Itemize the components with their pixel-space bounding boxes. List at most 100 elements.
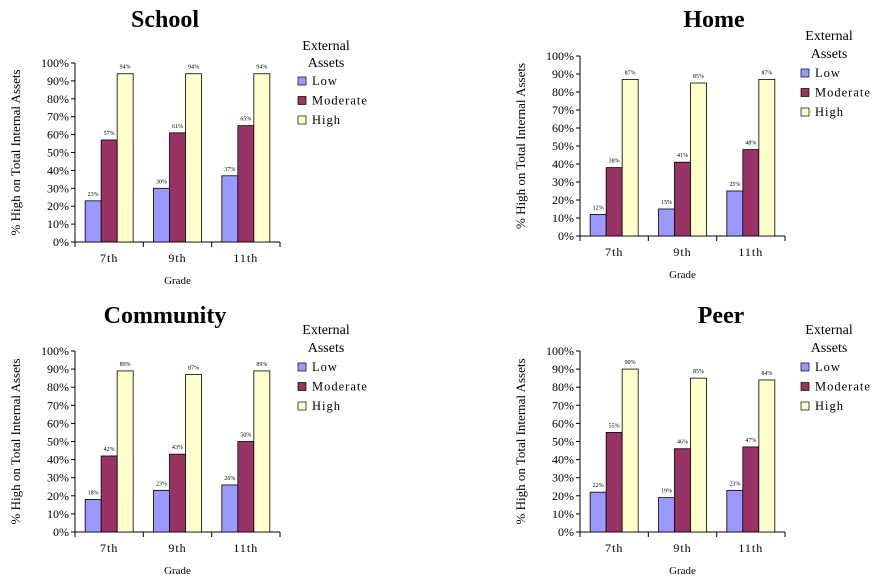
y-tick-label: 40%	[47, 453, 69, 467]
legend-item-moderate: Moderate	[815, 86, 871, 100]
y-tick-label: 40%	[47, 163, 69, 177]
bar-low	[84, 499, 102, 533]
chart-panel-home: Home 0% 10% 20% 30% 40% 50% 60% 70% 80% 90% 100% 7th…	[513, 7, 871, 281]
legend-swatch-low	[297, 76, 307, 86]
legend-item-moderate: Moderate	[312, 94, 368, 108]
bar-low	[726, 489, 744, 533]
legend-item-high: High	[312, 399, 341, 413]
legend-swatch-high	[800, 401, 810, 411]
legend-title: External	[302, 39, 350, 54]
x-axis-label: Grade	[669, 269, 696, 281]
bar-high	[185, 374, 202, 533]
legend-item-high: High	[312, 113, 341, 127]
bar-high	[116, 370, 134, 533]
legend-title: External	[805, 29, 853, 44]
y-tick-label: 100%	[546, 49, 574, 63]
y-tick-label: 40%	[552, 453, 574, 467]
x-tick-label: 9th	[168, 251, 186, 265]
y-tick-label: 30%	[552, 175, 574, 189]
y-tick-label: 10%	[47, 507, 69, 521]
x-tick-label: 7th	[100, 541, 118, 555]
y-tick-label: 60%	[47, 416, 69, 430]
bar-high	[253, 370, 271, 533]
y-tick-label: 100%	[41, 344, 69, 358]
data-label: 43%	[172, 445, 183, 451]
legend-item-high: High	[815, 399, 844, 413]
legend-item-low: Low	[815, 360, 841, 374]
legend-swatch-high	[297, 115, 307, 125]
x-tick-label: 11th	[233, 541, 258, 555]
legend: External Assets Low Moderate High	[297, 39, 368, 127]
y-tick-label: 30%	[47, 181, 69, 195]
data-label: 61%	[172, 124, 183, 130]
x-tick-label: 11th	[233, 251, 258, 265]
y-tick-label: 80%	[47, 380, 69, 394]
y-tick-label: 50%	[47, 146, 69, 160]
bar-low	[589, 213, 607, 237]
legend: External Assets Low Moderate High	[297, 323, 368, 413]
bar-high	[621, 368, 639, 533]
legend-swatch-moderate	[297, 382, 307, 391]
y-tick-label: 50%	[552, 139, 574, 153]
data-label: 41%	[677, 153, 688, 159]
data-label: 22%	[593, 483, 604, 489]
legend-swatch-moderate	[297, 96, 307, 105]
legend-title: External	[805, 323, 853, 338]
data-label: 87%	[625, 70, 636, 76]
bar-moderate	[674, 161, 691, 237]
x-tick-label: 7th	[605, 541, 623, 555]
data-label: 87%	[761, 70, 772, 76]
data-label: 85%	[693, 369, 704, 375]
data-label: 65%	[240, 117, 251, 123]
bar-low	[153, 489, 170, 533]
chart-title: School	[131, 7, 199, 33]
legend-title: Assets	[811, 341, 848, 356]
y-tick-label: 40%	[552, 157, 574, 171]
bar-low	[221, 484, 239, 533]
legend: External Assets Low Moderate High	[800, 29, 871, 119]
y-tick-label: 0%	[558, 525, 574, 539]
data-label: 23%	[156, 481, 167, 487]
legend-item-low: Low	[815, 66, 841, 80]
y-tick-label: 10%	[552, 507, 574, 521]
chart-title: Home	[683, 7, 745, 33]
data-label: 87%	[188, 366, 199, 372]
bar-high	[253, 73, 271, 243]
data-label: 47%	[745, 438, 756, 444]
y-axis-label: % High on Total Internal Assets	[513, 63, 528, 229]
x-tick-label: 7th	[605, 245, 623, 259]
legend-item-low: Low	[312, 74, 338, 88]
x-tick-label: 9th	[673, 541, 691, 555]
data-label: 18%	[88, 490, 99, 496]
bar-high	[185, 73, 202, 243]
y-tick-label: 0%	[558, 229, 574, 243]
y-tick-label: 60%	[47, 128, 69, 142]
y-tick-label: 50%	[552, 435, 574, 449]
legend-swatch-low	[297, 362, 307, 372]
data-label: 15%	[661, 200, 672, 206]
legend-item-low: Low	[312, 360, 338, 374]
data-label: 85%	[693, 74, 704, 80]
chart-title: Peer	[698, 303, 745, 329]
bar-moderate	[237, 125, 255, 243]
legend-item-moderate: Moderate	[312, 380, 368, 394]
bar-low	[84, 200, 102, 243]
data-label: 30%	[156, 179, 167, 185]
bar-high	[621, 79, 639, 237]
bar-high	[116, 73, 134, 243]
data-label: 90%	[625, 360, 636, 366]
y-tick-label: 70%	[552, 103, 574, 117]
y-tick-label: 70%	[47, 110, 69, 124]
data-label: 89%	[120, 362, 131, 368]
y-tick-label: 20%	[47, 489, 69, 503]
y-tick-label: 20%	[552, 193, 574, 207]
bar-moderate	[605, 167, 623, 237]
y-tick-label: 30%	[552, 471, 574, 485]
y-tick-label: 20%	[552, 489, 574, 503]
data-label: 94%	[188, 65, 199, 71]
data-label: 57%	[104, 131, 115, 137]
data-label: 38%	[609, 159, 620, 165]
y-tick-label: 100%	[41, 56, 69, 70]
data-label: 25%	[729, 182, 740, 188]
